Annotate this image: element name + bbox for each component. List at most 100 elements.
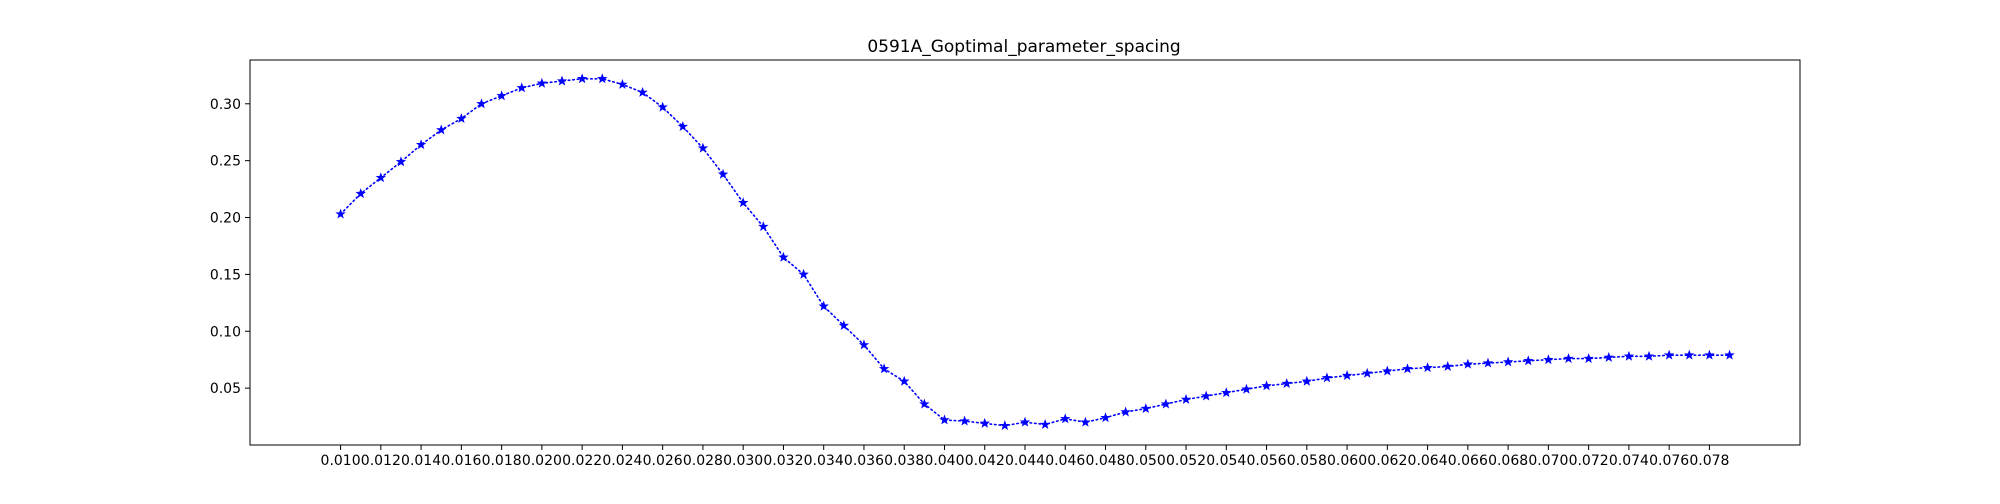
data-point [1019, 416, 1031, 427]
plot-area-frame [249, 59, 1801, 446]
data-point [516, 82, 527, 93]
y-tick-label: 0.20 [210, 211, 241, 227]
data-point [1543, 354, 1554, 365]
data-point [415, 139, 427, 150]
x-tick-label: 0.010 [321, 453, 361, 469]
data-point [1583, 353, 1594, 363]
data-point [737, 197, 749, 208]
y-tick-label: 0.10 [210, 324, 241, 340]
data-point [1261, 380, 1272, 391]
data-point [1724, 349, 1735, 360]
data-point [617, 78, 628, 89]
data-point [939, 414, 950, 425]
y-axis: 0.05 0.10 0.15 0.20 0.25 0.30 [210, 97, 250, 397]
y-tick-label: 0.25 [210, 154, 241, 170]
x-tick-label: 0.036 [844, 453, 884, 469]
data-point [1281, 378, 1292, 389]
x-tick-label: 0.028 [683, 453, 723, 469]
data-point [858, 339, 870, 350]
data-point [1100, 412, 1111, 423]
data-point [758, 221, 769, 232]
data-point [1603, 351, 1614, 362]
series-layer [335, 73, 1735, 431]
x-tick-label: 0.046 [1045, 453, 1085, 469]
data-point [657, 101, 668, 112]
x-tick-label: 0.062 [1367, 453, 1407, 469]
data-point [1462, 358, 1474, 369]
data-point [536, 77, 548, 88]
x-tick-label: 0.076 [1649, 453, 1689, 469]
x-tick-label: 0.012 [361, 453, 401, 469]
x-tick-label: 0.016 [441, 453, 481, 469]
data-point [1321, 372, 1333, 383]
data-point [1080, 416, 1091, 427]
data-point [375, 172, 387, 183]
x-tick-label: 0.052 [1166, 453, 1206, 469]
data-point [1039, 419, 1051, 429]
data-point [1502, 356, 1514, 367]
x-tick-label: 0.056 [1247, 453, 1287, 469]
x-tick-label: 0.042 [965, 453, 1005, 469]
data-point [1301, 375, 1313, 386]
x-tick-label: 0.044 [1005, 453, 1045, 469]
data-point [1643, 350, 1655, 361]
data-point [1684, 349, 1695, 360]
y-tick-label: 0.05 [210, 381, 241, 397]
data-point [1120, 406, 1131, 417]
x-tick-label: 0.030 [723, 453, 763, 469]
x-tick-label: 0.018 [482, 453, 522, 469]
x-tick-label: 0.072 [1569, 453, 1609, 469]
data-point [576, 73, 588, 84]
data-point [1200, 390, 1212, 401]
x-tick-label: 0.066 [1448, 453, 1488, 469]
x-tick-label: 0.038 [884, 453, 924, 469]
series-line [339, 77, 1731, 427]
data-point [878, 363, 890, 374]
data-point [717, 168, 729, 179]
x-tick-label: 0.048 [1085, 453, 1125, 469]
data-point [838, 320, 850, 331]
x-tick-label: 0.074 [1609, 453, 1649, 469]
data-point [697, 142, 709, 153]
data-point [1422, 362, 1433, 373]
data-point [476, 98, 487, 109]
data-point [1663, 349, 1675, 360]
data-point [1523, 355, 1534, 366]
x-tick-label: 0.058 [1287, 453, 1327, 469]
data-point [1402, 363, 1413, 374]
data-point [1482, 357, 1494, 368]
data-point [1060, 413, 1071, 424]
data-point [1140, 403, 1151, 414]
data-point [355, 188, 366, 199]
x-tick-label: 0.024 [602, 453, 642, 469]
x-tick-label: 0.040 [924, 453, 964, 469]
x-tick-label: 0.034 [804, 453, 844, 469]
y-tick-label: 0.15 [210, 267, 241, 283]
y-tick-label: 0.30 [210, 97, 241, 113]
x-tick-label: 0.014 [401, 453, 441, 469]
data-point [456, 113, 467, 124]
data-point [798, 268, 809, 279]
chart-title: 0591A_Goptimal_parameter_spacing [867, 37, 1180, 57]
data-point [1563, 353, 1574, 363]
x-axis: 0.010 0.012 0.014 0.016 0.018 0.020 0.022 0.024… [321, 445, 1729, 469]
data-point [1704, 349, 1715, 360]
x-tick-label: 0.026 [643, 453, 683, 469]
data-point [1180, 394, 1192, 404]
data-point [1361, 367, 1373, 378]
data-point [436, 124, 447, 135]
x-tick-label: 0.054 [1206, 453, 1246, 469]
x-tick-label: 0.078 [1689, 453, 1729, 469]
data-point [778, 251, 789, 262]
data-point [1241, 383, 1252, 394]
data-point [1160, 398, 1172, 409]
data-point [637, 86, 648, 97]
data-point [597, 73, 608, 84]
x-tick-label: 0.020 [522, 453, 562, 469]
data-point [1442, 361, 1453, 371]
data-point [496, 90, 507, 101]
x-tick-label: 0.050 [1126, 453, 1166, 469]
data-point [818, 300, 829, 311]
